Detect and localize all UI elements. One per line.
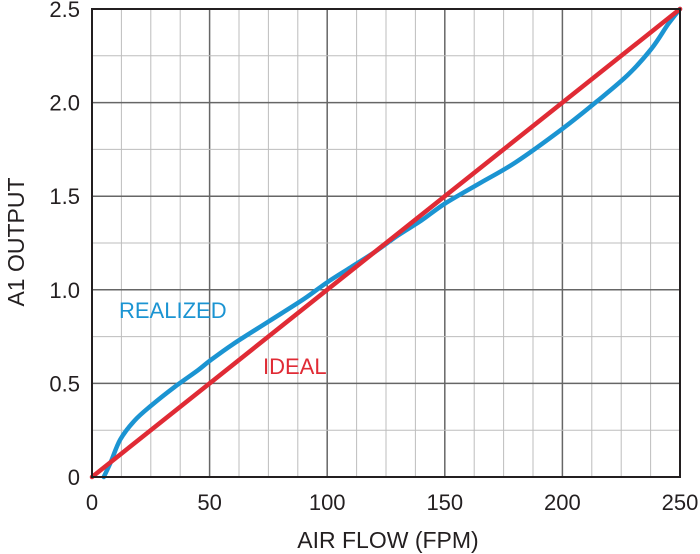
series-line-realized <box>101 6 683 480</box>
y-tick-label: 1.5 <box>49 184 80 209</box>
series-layer <box>89 6 683 480</box>
x-tick-label: 200 <box>544 490 581 515</box>
x-axis-title: AIR FLOW (FPM) <box>297 527 478 553</box>
tick-labels: 0 50 100 150 200 250 0 0.5 1.0 1.5 2.0 2.5 <box>49 0 698 515</box>
y-tick-label: 1.0 <box>49 278 80 303</box>
y-tick-label: 2.5 <box>49 0 80 22</box>
series-label-realized: REALIZED <box>119 298 227 323</box>
series-line-ideal <box>89 6 683 480</box>
plot-frame <box>91 8 681 478</box>
grid <box>92 9 680 477</box>
x-tick-label: 150 <box>426 490 463 515</box>
x-tick-label: 250 <box>662 490 699 515</box>
y-tick-label: 2.0 <box>49 91 80 116</box>
x-tick-label: 50 <box>197 490 221 515</box>
x-tick-label: 100 <box>309 490 346 515</box>
y-axis-title: A1 OUTPUT <box>3 177 29 306</box>
x-tick-label: 0 <box>86 490 98 515</box>
y-tick-label: 0 <box>68 465 80 490</box>
y-tick-label: 0.5 <box>49 371 80 396</box>
series-label-ideal: IDEAL <box>263 354 327 379</box>
